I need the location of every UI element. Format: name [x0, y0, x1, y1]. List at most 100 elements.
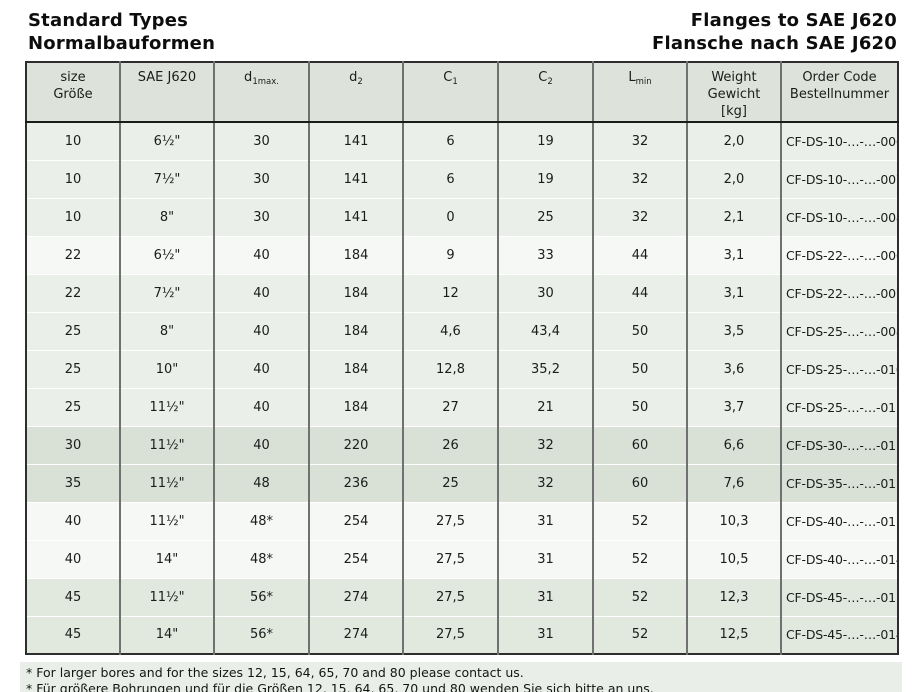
cell-c2: 32: [497, 463, 593, 502]
col-header-d2: d2: [308, 62, 403, 123]
cell-weight: 6,6: [686, 425, 781, 464]
cell-weight: 3,1: [686, 273, 781, 312]
cell-lmin: 52: [592, 577, 687, 616]
cell-sae-j620: 6½": [119, 122, 214, 160]
cell-weight: 2,0: [686, 122, 781, 160]
cell-d2: 184: [308, 311, 403, 350]
cell-weight: 7,6: [686, 463, 781, 502]
titlebar: Standard Types Normalbauformen Flanges t…: [0, 0, 922, 55]
col-c1-base: C: [443, 70, 453, 85]
cell-c2: 43,4: [497, 311, 593, 350]
table-row: 45 14" 56* 274 27,5 31 52 12,5 CF-DS-45-…-…-014: [26, 615, 898, 654]
cell-order-code: CF-DS-45-…-…-011: [780, 577, 898, 616]
col-header-order-code: Order Code Bestellnummer: [780, 62, 898, 123]
col-header-lmin: Lmin: [592, 62, 687, 123]
cell-order-code: CF-DS-25-…-…-010: [780, 349, 898, 388]
cell-d2: 220: [308, 425, 403, 464]
cell-d2: 274: [308, 615, 403, 654]
cell-c2: 30: [497, 273, 593, 312]
cell-d1max: 56*: [213, 615, 309, 654]
cell-d2: 254: [308, 501, 403, 540]
cell-c2: 25: [497, 197, 593, 236]
cell-sae-j620: 8": [119, 197, 214, 236]
cell-c1: 27,5: [402, 539, 498, 578]
cell-size: 30: [26, 425, 120, 464]
cell-lmin: 44: [592, 235, 687, 274]
col-d2-base: d: [349, 70, 358, 85]
col-order-label-de: Bestellnummer: [789, 87, 890, 102]
cell-weight: 12,3: [686, 577, 781, 616]
col-weight-label-de: Gewicht: [707, 87, 761, 102]
col-sae-label: SAE J620: [137, 70, 197, 85]
table-row: 40 11½" 48* 254 27,5 31 52 10,3 CF-DS-40-…-…-011: [26, 501, 898, 540]
cell-sae-j620: 11½": [119, 501, 214, 540]
table-row: 45 11½" 56* 274 27,5 31 52 12,3 CF-DS-45-…-…-011: [26, 577, 898, 616]
cell-lmin: 50: [592, 387, 687, 426]
table-header: size Größe SAE J620 d1max. d2 C1 C2: [26, 62, 898, 123]
cell-d1max: 40: [213, 425, 309, 464]
cell-d1max: 40: [213, 311, 309, 350]
cell-c1: 27,5: [402, 615, 498, 654]
cell-c2: 32: [497, 425, 593, 464]
table-row: 22 7½" 40 184 12 30 44 3,1 CF-DS-22-…-…-007: [26, 273, 898, 312]
cell-weight: 3,6: [686, 349, 781, 388]
cell-lmin: 60: [592, 463, 687, 502]
cell-lmin: 32: [592, 122, 687, 160]
cell-c1: 0: [402, 197, 498, 236]
cell-c1: 27: [402, 387, 498, 426]
table-row: 10 8" 30 141 0 25 32 2,1 CF-DS-10-…-…-008: [26, 197, 898, 236]
col-c2-sub: 2: [547, 77, 553, 87]
cell-size: 22: [26, 235, 120, 274]
cell-d1max: 40: [213, 235, 309, 274]
col-lmin-sub: min: [635, 77, 652, 87]
cell-d1max: 30: [213, 159, 309, 198]
cell-size: 45: [26, 615, 120, 654]
cell-sae-j620: 11½": [119, 463, 214, 502]
table-row: 25 11½" 40 184 27 21 50 3,7 CF-DS-25-…-…-011: [26, 387, 898, 426]
cell-order-code: CF-DS-22-…-…-006: [780, 235, 898, 274]
cell-c1: 4,6: [402, 311, 498, 350]
cell-order-code: CF-DS-10-…-…-007: [780, 159, 898, 198]
page-right-title-de: Flansche nach SAE J620: [652, 33, 897, 54]
cell-order-code: CF-DS-22-…-…-007: [780, 273, 898, 312]
col-header-size: size Größe: [26, 62, 120, 123]
cell-order-code: CF-DS-35-…-…-011: [780, 463, 898, 502]
cell-sae-j620: 11½": [119, 577, 214, 616]
cell-d2: 184: [308, 349, 403, 388]
cell-order-code: CF-DS-10-…-…-008: [780, 197, 898, 236]
cell-weight: 10,3: [686, 501, 781, 540]
col-header-weight: Weight Gewicht [kg]: [686, 62, 781, 123]
cell-c2: 31: [497, 501, 593, 540]
flange-spec-table: size Größe SAE J620 d1max. d2 C1 C2: [25, 61, 899, 655]
cell-order-code: CF-DS-40-…-…-014: [780, 539, 898, 578]
cell-c2: 35,2: [497, 349, 593, 388]
col-d2-sub: 2: [357, 77, 363, 87]
cell-d2: 184: [308, 235, 403, 274]
col-weight-label-en: Weight: [711, 70, 757, 85]
cell-weight: 3,1: [686, 235, 781, 274]
cell-c1: 25: [402, 463, 498, 502]
cell-d1max: 48*: [213, 539, 309, 578]
cell-c1: 12,8: [402, 349, 498, 388]
col-d1max-sub: 1max.: [252, 77, 279, 87]
cell-lmin: 52: [592, 501, 687, 540]
col-header-c1: C1: [402, 62, 498, 123]
col-header-d1max: d1max.: [213, 62, 309, 123]
cell-c1: 27,5: [402, 501, 498, 540]
cell-c1: 26: [402, 425, 498, 464]
cell-size: 10: [26, 197, 120, 236]
cell-lmin: 52: [592, 615, 687, 654]
cell-lmin: 32: [592, 159, 687, 198]
col-header-sae-j620: SAE J620: [119, 62, 214, 123]
cell-d1max: 48*: [213, 501, 309, 540]
cell-size: 10: [26, 122, 120, 160]
cell-d2: 236: [308, 463, 403, 502]
cell-weight: 2,1: [686, 197, 781, 236]
cell-order-code: CF-DS-45-…-…-014: [780, 615, 898, 654]
cell-d2: 141: [308, 197, 403, 236]
cell-size: 25: [26, 311, 120, 350]
cell-sae-j620: 6½": [119, 235, 214, 274]
col-lmin-base: L: [628, 70, 636, 85]
footnote-en: * For larger bores and for the sizes 12,…: [26, 665, 524, 680]
